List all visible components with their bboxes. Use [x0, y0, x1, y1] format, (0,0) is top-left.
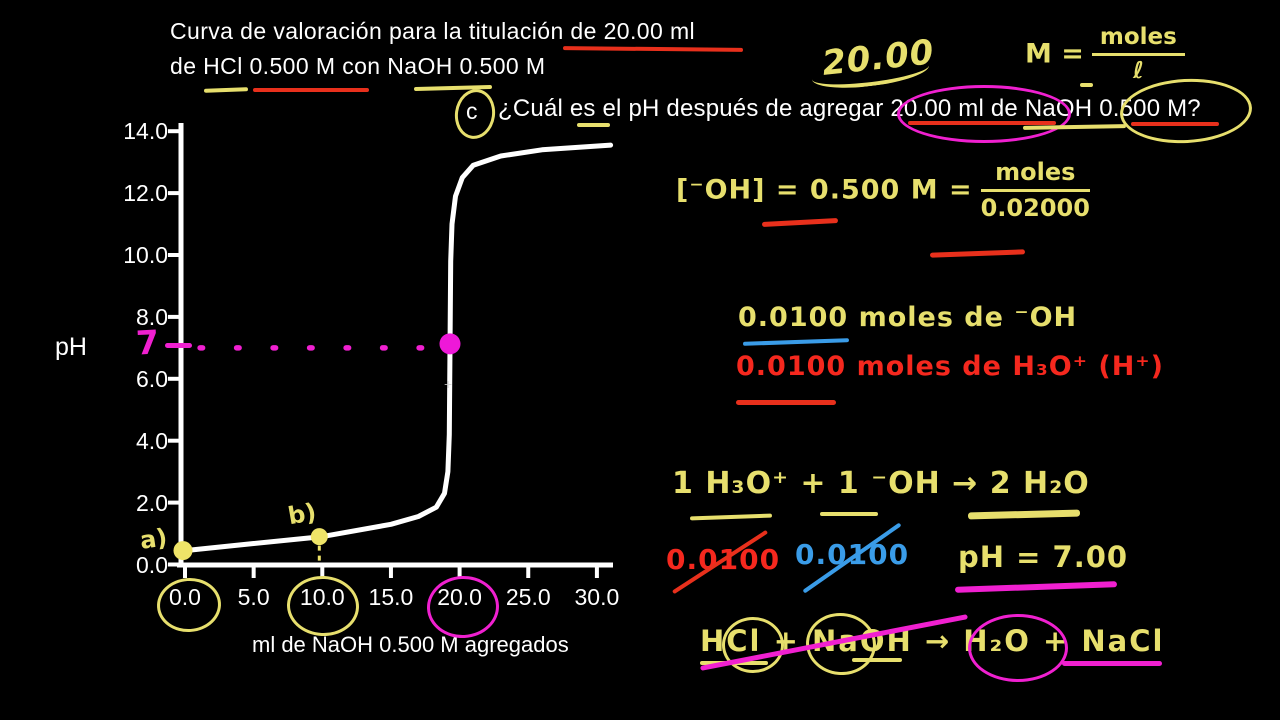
y-axis-title: pH [55, 333, 87, 361]
oh-concentration-numerator: moles [980, 158, 1090, 192]
drawing-cursor: + [444, 376, 453, 392]
magenta-underline-nacl [1062, 661, 1162, 666]
ph-result: pH = 7.00 [958, 540, 1129, 574]
y-tick-label-10.0: 10.0 [123, 242, 168, 268]
moles-oh-line: 0.0100 moles de ⁻OH [738, 302, 1078, 333]
molarity-definition: M = moles ℓ [1025, 24, 1185, 84]
magenta-dash-ph7 [165, 343, 192, 348]
yellow-underline-oh-reaction [852, 658, 902, 662]
y-tick-label-12.0: 12.0 [123, 180, 168, 207]
y-tick-label-2.0: 2.0 [136, 489, 168, 516]
molarity-numerator: moles [1091, 24, 1185, 56]
magenta-circle-h2o [968, 614, 1068, 682]
point-b-marker [310, 528, 328, 546]
y-tick-label-4.0: 4.0 [136, 427, 168, 454]
red-underline-0500-title [253, 88, 369, 92]
x-tick-label-30.0: 30.0 [574, 584, 620, 610]
point-a-marker [173, 541, 193, 561]
red-underline-20ml-question [908, 121, 1056, 125]
titration-curve [182, 142, 614, 554]
y-tick-label-14.0: 14.0 [123, 118, 168, 145]
red-underline-00100 [736, 400, 836, 405]
y-tick-label-8.0: 8.0 [136, 303, 168, 330]
red-underline-0500-question [1131, 122, 1219, 126]
x-tick-label-5.0: 5.0 [237, 584, 270, 610]
question-text: ¿Cuál es el pH después de agregar 20.00 … [498, 95, 1201, 122]
yellow-minus-over-naoh [1080, 83, 1093, 87]
chart-title-line1: Curva de valoración para la titulación d… [170, 18, 696, 44]
yellow-underline-ph-question [577, 123, 610, 127]
molarity-denominator: ℓ [1132, 58, 1144, 84]
handwritten-ph7-label: 7 [134, 322, 160, 363]
point-a-label: a) [138, 523, 169, 555]
x-tick-label-10.0: 10.0 [299, 584, 345, 610]
question-letter: c [466, 98, 478, 124]
x-tick-label-20.0: 20.0 [437, 584, 482, 610]
x-axis-title: ml de NaOH 0.500 M agregados [252, 632, 569, 657]
oh-concentration-lhs: [⁻OH] = 0.500 M = [676, 174, 973, 206]
yellow-circle-cl [722, 617, 784, 673]
moles-h3o-line: 0.0100 moles de H₃O⁺ (H⁺) [736, 351, 1164, 382]
molarity-lhs: M = [1025, 38, 1084, 70]
y-tick-label-0.0: 0.0 [136, 551, 168, 578]
oh-concentration-equation: [⁻OH] = 0.500 M = moles 0.02000 [676, 158, 1090, 222]
x-tick-label-0.0: 0.0 [169, 584, 201, 610]
equivalence-point-marker [439, 333, 461, 355]
neutralization-equation: 1 H₃O⁺ + 1 ⁻OH → 2 H₂O [672, 466, 1090, 501]
point-b-label: b) [285, 497, 319, 531]
yellow-underline-1oh [820, 512, 878, 516]
chart-title-line2: de HCl 0.500 M con NaOH 0.500 M [170, 53, 546, 79]
x-tick-label-15.0: 15.0 [368, 584, 414, 610]
y-tick-label-6.0: 6.0 [136, 365, 168, 392]
x-tick-label-25.0: 25.0 [505, 584, 551, 610]
oh-concentration-denominator: 0.02000 [980, 194, 1090, 222]
magenta-circle-20ml-question [897, 85, 1071, 143]
